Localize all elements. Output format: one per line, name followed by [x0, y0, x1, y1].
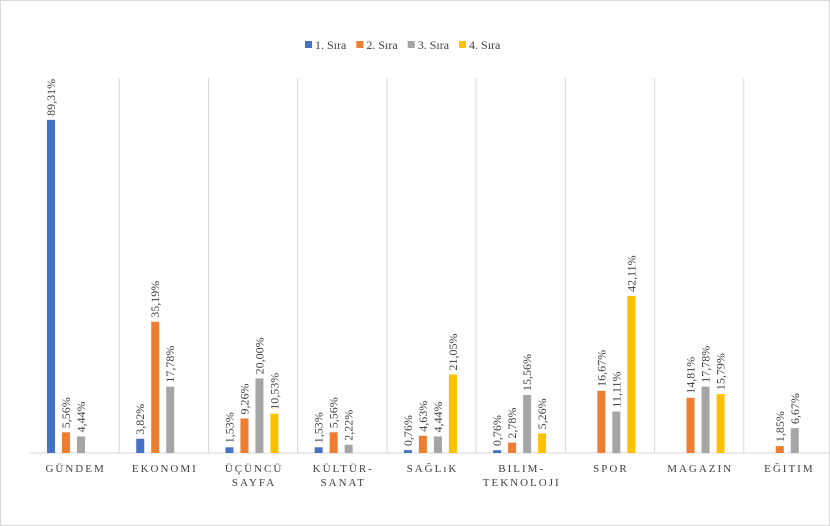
legend-label: 4. Sıra: [469, 38, 501, 52]
bar: [314, 447, 323, 453]
bar: [270, 413, 279, 453]
data-label: 5,56%: [59, 397, 73, 428]
data-label: 15,79%: [714, 353, 728, 390]
bar: [77, 436, 85, 453]
data-label: 11,11%: [609, 371, 623, 407]
data-label: 15,56%: [520, 354, 534, 391]
x-tick-label: SAYFA: [232, 477, 276, 489]
x-tick-label: MAGAZIN: [667, 463, 733, 475]
bar: [418, 435, 427, 453]
bar: [627, 295, 636, 453]
data-label: 2,22%: [342, 410, 356, 441]
bar: [433, 436, 442, 453]
data-label: 5,26%: [535, 398, 549, 429]
bar: [47, 119, 55, 453]
legend-label: 1. Sıra: [315, 38, 347, 52]
data-label: 20,00%: [252, 337, 266, 374]
legend-label: 3. Sıra: [418, 38, 450, 52]
x-tick-label: TEKNOLOJI: [483, 477, 561, 489]
bar: [523, 394, 532, 453]
bar: [62, 432, 70, 453]
legend-swatch: [459, 41, 467, 48]
bar: [716, 394, 725, 453]
x-tick-label: SAĞLıK: [407, 463, 459, 475]
data-label: 2,78%: [505, 408, 519, 439]
x-tick-label: EKONOMI: [132, 463, 198, 475]
x-tick-label: GÜNDEM: [45, 463, 105, 475]
legend-swatch: [305, 41, 312, 48]
bar: [255, 378, 264, 453]
bar: [790, 428, 799, 453]
data-label: 10,53%: [267, 373, 281, 410]
bar: [775, 446, 784, 453]
data-label: 42,11%: [624, 255, 638, 292]
bar: [166, 386, 175, 453]
data-label: 17,78%: [163, 346, 177, 383]
bar: [448, 374, 457, 453]
x-tick-label: ÜÇÜNCÜ: [225, 463, 283, 475]
bar: [493, 450, 502, 453]
legend-swatch: [407, 41, 415, 48]
x-tick-label: BILIM-: [498, 463, 545, 475]
legend-swatch: [356, 41, 364, 48]
data-label: 17,78%: [699, 346, 713, 383]
bar: [403, 450, 412, 453]
data-label: 1,53%: [312, 412, 326, 443]
data-label: 4,44%: [431, 401, 445, 432]
data-label: 1,85%: [773, 411, 787, 442]
bar: [329, 432, 338, 453]
data-label: 4,44%: [74, 401, 88, 432]
bar: [597, 390, 606, 453]
data-label: 3,82%: [133, 404, 147, 435]
data-label: 5,56%: [327, 397, 341, 428]
bar: [701, 386, 710, 453]
bar: [136, 438, 145, 453]
data-label: 0,76%: [401, 415, 415, 446]
bar: [612, 411, 621, 453]
data-label: 0,76%: [490, 415, 504, 446]
x-tick-label: SPOR: [593, 463, 629, 475]
bar: [151, 321, 160, 453]
legend-label: 2. Sıra: [366, 38, 398, 52]
data-label: 16,67%: [594, 350, 608, 387]
bar: [538, 433, 547, 453]
data-label: 35,19%: [148, 281, 162, 318]
data-label: 89,31%: [44, 79, 58, 116]
data-label: 14,81%: [684, 357, 698, 394]
data-label: 6,67%: [788, 393, 802, 424]
bar: [344, 444, 353, 453]
data-label: 9,26%: [237, 383, 251, 414]
bar: [686, 397, 695, 453]
x-tick-label: EĞITIM: [764, 463, 815, 475]
bar: [225, 447, 234, 453]
bar: [508, 442, 517, 453]
data-label: 1,53%: [222, 412, 236, 443]
x-tick-label: KÜLTÜR-: [313, 463, 374, 475]
x-tick-label: SANAT: [321, 477, 366, 489]
bar: [240, 418, 249, 453]
data-label: 4,63%: [416, 401, 430, 432]
data-label: 21,05%: [446, 333, 460, 370]
